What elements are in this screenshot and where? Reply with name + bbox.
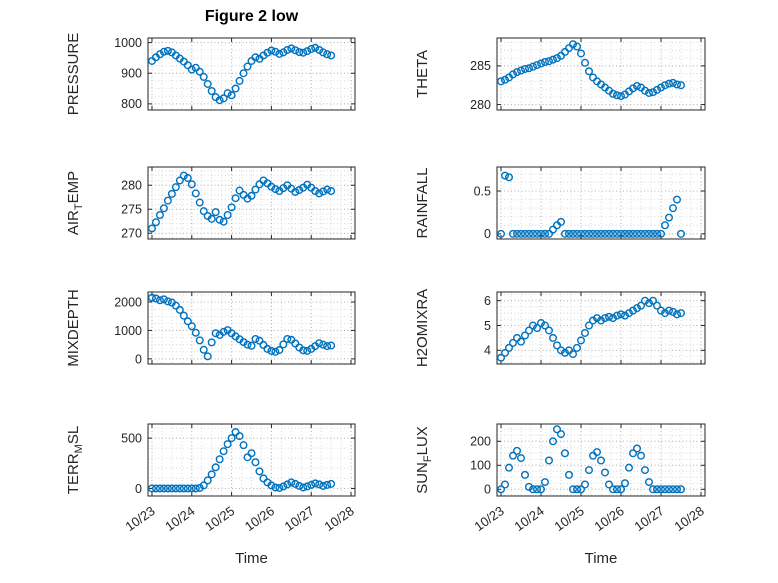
subplot-theta: 280 285 THETA: [414, 37, 706, 112]
x-tick-label: 10/26: [242, 503, 277, 534]
x-tick-label: 10/23: [471, 503, 506, 534]
y-tick-label: 6: [484, 294, 491, 308]
x-tick-label: 10/26: [591, 503, 626, 534]
y-axis-label-theta: THETA: [414, 50, 431, 98]
y-axis-label-terr-msl: TERRMSL: [65, 426, 85, 494]
axes-box: [147, 423, 356, 497]
y-tick-label: 100: [470, 459, 491, 473]
axes-box: [496, 37, 706, 111]
sun-flux-points: [497, 425, 686, 494]
h2omixra-points: [497, 296, 686, 362]
y-tick-label: 0: [484, 227, 491, 241]
x-tick-label: 10/27: [631, 503, 666, 534]
y-axis-label-rainfall: RAINFALL: [414, 168, 431, 239]
y-tick-label: 0: [135, 482, 142, 496]
y-tick-label: 200: [470, 435, 491, 449]
axes-box: [496, 166, 706, 240]
x-tick-label: 10/23: [122, 503, 157, 534]
subplot-pressure: 800 900 1000 PRESSURE: [65, 33, 356, 116]
y-tick-label: 900: [121, 67, 142, 81]
y-axis-label-mixdepth: MIXDEPTH: [65, 289, 82, 367]
terr-msl-points: [147, 428, 336, 493]
air-temp-points: [147, 171, 336, 233]
x-axis-label-right: Time: [584, 550, 618, 567]
y-tick-label: 1000: [114, 324, 142, 338]
subplot-air-temp: 270 275 280 AIRTEMP: [65, 166, 356, 241]
y-tick-label: 2000: [114, 295, 142, 309]
y-tick-label: 0: [484, 483, 491, 497]
y-axis-label-sun-flux: SUNFLUX: [414, 426, 434, 494]
x-axis-label-left: Time: [235, 550, 268, 567]
x-tick-label: 10/28: [321, 503, 356, 534]
axes-box: [496, 423, 706, 497]
y-axis-label-h2omixra: H2OMIXRA: [414, 289, 431, 367]
axes-box: [496, 291, 706, 365]
y-tick-label: 5: [484, 319, 491, 333]
rainfall-points: [497, 171, 686, 238]
x-tick-label: 10/25: [551, 503, 586, 534]
y-tick-label: 0: [135, 352, 142, 366]
subplot-terr-msl: 0 500 10/23 10/24 10/25 10/26 10/27 10/28 TERRMS…: [65, 423, 357, 534]
mixdepth-points: [147, 293, 336, 361]
y-tick-label: 4: [484, 344, 491, 358]
y-tick-label: 500: [121, 431, 142, 445]
pressure-points: [147, 43, 336, 105]
subplot-mixdepth: 0 1000 2000 MIXDEPTH: [65, 289, 356, 367]
x-tick-label: 10/24: [511, 503, 546, 534]
y-tick-label: 280: [121, 179, 142, 193]
y-tick-label: 0.5: [474, 184, 491, 198]
x-tick-label: 10/25: [202, 503, 237, 534]
figure-title: Figure 2 low: [204, 8, 299, 25]
x-tick-label: 10/24: [162, 503, 197, 534]
y-axis-label-pressure: PRESSURE: [65, 33, 82, 116]
axes-box: [147, 291, 356, 365]
subplot-sun-flux: 0 100 200 10/23 10/24 10/25 10/26 10/27 10/28 SUN…: [414, 423, 707, 534]
axes-box: [147, 166, 356, 240]
y-axis-label-air-temp: AIRTEMP: [65, 171, 85, 235]
x-tick-label: 10/28: [671, 503, 706, 534]
axes-box: [147, 37, 356, 111]
y-tick-label: 275: [121, 203, 142, 217]
subplot-rainfall: 0 0.5 RAINFALL: [414, 166, 706, 241]
y-tick-label: 280: [470, 98, 491, 112]
x-tick-label: 10/27: [282, 503, 317, 534]
y-tick-label: 270: [121, 227, 142, 241]
subplot-h2omixra: 4 5 6 H2OMIXRA: [414, 289, 706, 367]
theta-points: [497, 40, 686, 101]
y-tick-label: 800: [121, 97, 142, 111]
y-tick-label: 1000: [114, 36, 142, 50]
y-tick-label: 285: [470, 59, 491, 73]
